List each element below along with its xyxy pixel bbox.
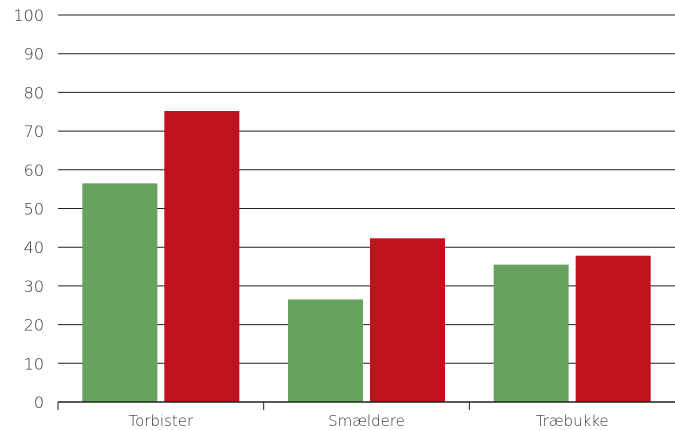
- y-tick-label: 80: [24, 83, 44, 102]
- y-tick-label: 90: [24, 45, 44, 64]
- y-tick-label: 60: [24, 161, 44, 180]
- bar-torbister-series-1: [82, 183, 158, 402]
- bar-smældere-series-2: [370, 238, 445, 402]
- y-tick-label: 70: [24, 122, 44, 141]
- x-axis-category-labels: Torbister Smældere Træbukke: [128, 412, 608, 430]
- y-tick-label: 10: [24, 354, 44, 373]
- y-axis-tick-labels: 0 10 20 30 40 50 60 70 80 90 100: [13, 6, 44, 412]
- category-label: Træbukke: [536, 412, 609, 430]
- bar-smældere-series-1: [288, 299, 363, 402]
- y-tick-label: 30: [24, 277, 44, 296]
- y-tick-label: 100: [13, 6, 44, 25]
- bar-træbukke-series-1: [493, 264, 569, 402]
- gridlines: [58, 14, 675, 364]
- y-tick-label: 0: [34, 393, 44, 412]
- bar-træbukke-series-2: [575, 255, 651, 402]
- bars: [82, 110, 651, 402]
- x-axis: [57, 401, 675, 410]
- category-label: Smældere: [328, 412, 405, 430]
- y-tick-label: 20: [24, 316, 44, 335]
- bar-torbister-series-2: [164, 110, 240, 402]
- category-label: Torbister: [128, 412, 194, 430]
- y-tick-label: 50: [24, 200, 44, 219]
- y-tick-label: 40: [24, 238, 44, 257]
